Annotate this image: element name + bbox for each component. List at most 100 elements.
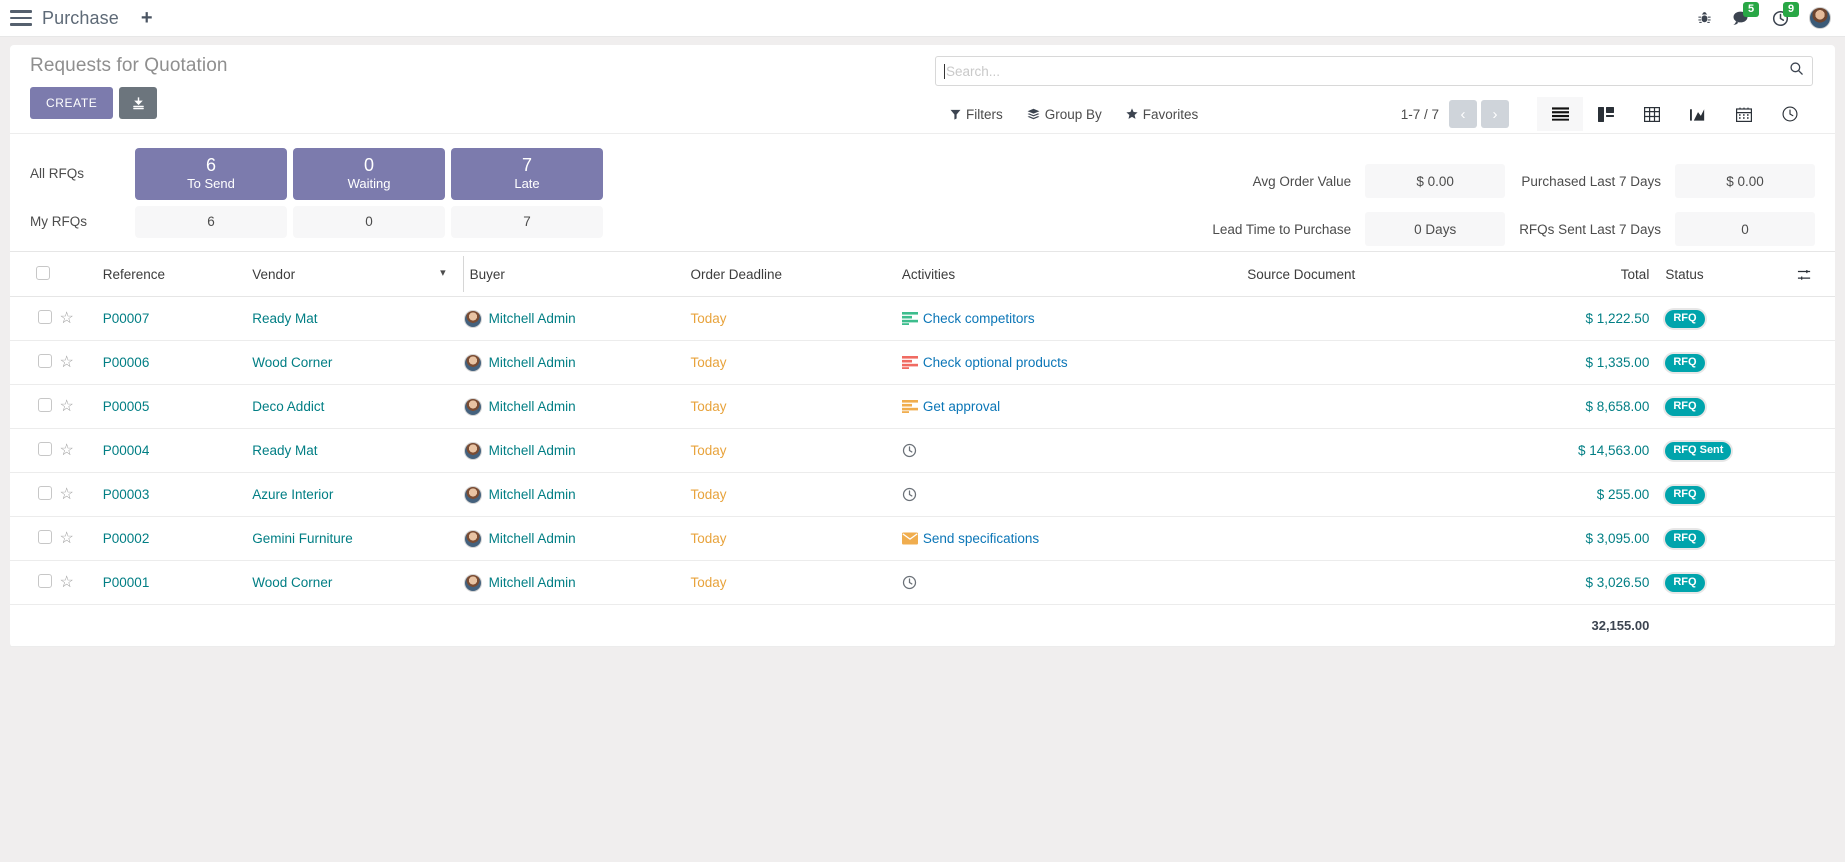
view-graph-button[interactable] [1675,97,1721,131]
view-activity-button[interactable] [1767,97,1813,131]
header-reference[interactable]: Reference [102,251,253,297]
row-checkbox[interactable] [38,354,52,368]
favorite-star-icon[interactable]: ☆ [59,397,74,415]
header-source-document[interactable]: Source Document [1247,251,1531,297]
buyer-name[interactable]: Mitchell Admin [488,443,576,458]
cell-reference[interactable]: P00005 [102,384,253,429]
header-order-deadline[interactable]: Order Deadline [690,251,902,297]
messages-icon[interactable]: 5 [1732,2,1759,26]
table-row[interactable]: ☆ P00004 Ready Mat Mitchell Admin Today [10,428,1835,473]
vendor-link[interactable]: Wood Corner [252,575,333,590]
activity-label[interactable]: Check optional products [922,355,1068,370]
favorites-dropdown[interactable]: Favorites [1126,107,1198,122]
cell-buyer[interactable]: Mitchell Admin [463,296,691,341]
view-pivot-button[interactable] [1629,97,1675,131]
activity-label[interactable]: Check competitors [922,311,1035,326]
reference-link[interactable]: P00004 [102,443,150,458]
favorite-star-icon[interactable]: ☆ [59,529,74,547]
cell-activities[interactable]: Get approval [901,384,1248,429]
activity-label[interactable]: Get approval [922,399,1001,414]
cell-activities[interactable]: Send specifications [901,516,1248,561]
cell-vendor[interactable]: Deco Addict [252,384,464,429]
buyer-name[interactable]: Mitchell Admin [488,399,576,414]
search-icon[interactable] [1789,61,1804,81]
row-checkbox[interactable] [38,574,52,588]
cell-vendor[interactable]: Gemini Furniture [252,516,464,561]
row-checkbox[interactable] [38,486,52,500]
bug-icon[interactable] [1697,11,1712,26]
cell-reference[interactable]: P00006 [102,340,253,385]
cell-vendor[interactable]: Wood Corner [252,560,464,605]
buyer-name[interactable]: Mitchell Admin [488,487,576,502]
favorite-star-icon[interactable]: ☆ [59,353,74,371]
reference-link[interactable]: P00005 [102,399,150,414]
chevron-down-icon[interactable]: ▾ [440,267,446,279]
cell-vendor[interactable]: Ready Mat [252,428,464,473]
cell-activities[interactable] [901,560,1248,605]
user-avatar[interactable] [1809,7,1831,29]
favorite-star-icon[interactable]: ☆ [59,309,74,327]
row-checkbox[interactable] [38,530,52,544]
table-row[interactable]: ☆ P00005 Deco Addict Mitchell Admin Toda… [10,384,1835,429]
tile-late[interactable]: 7 Late [451,147,603,200]
hamburger-icon[interactable] [10,8,32,28]
add-new-icon[interactable]: + [140,7,153,29]
cell-reference[interactable]: P00004 [102,428,253,473]
table-row[interactable]: ☆ P00007 Ready Mat Mitchell Admin Today [10,296,1835,341]
select-all-checkbox[interactable] [36,266,50,280]
cell-buyer[interactable]: Mitchell Admin [463,428,691,473]
cell-activities[interactable] [901,428,1248,473]
clock-icon[interactable] [902,487,917,502]
create-button[interactable]: CREATE [30,87,114,119]
header-total[interactable]: Total [1530,251,1650,297]
vendor-link[interactable]: Ready Mat [252,443,318,458]
row-checkbox[interactable] [38,442,52,456]
reference-link[interactable]: P00001 [102,575,150,590]
view-calendar-button[interactable] [1721,97,1767,131]
table-row[interactable]: ☆ P00006 Wood Corner Mitchell Admin Toda… [10,340,1835,385]
header-optional-columns[interactable] [1773,251,1835,297]
column-resize-handle[interactable] [462,256,464,292]
cell-buyer[interactable]: Mitchell Admin [463,560,691,605]
cell-activities[interactable]: Check optional products [901,340,1248,385]
clock-icon[interactable] [902,575,917,590]
cell-vendor[interactable]: Azure Interior [252,472,464,517]
clock-icon[interactable] [902,443,917,458]
app-title[interactable]: Purchase [42,7,119,28]
pager-prev-button[interactable]: ‹ [1449,100,1477,128]
buyer-name[interactable]: Mitchell Admin [488,355,576,370]
reference-link[interactable]: P00002 [102,531,150,546]
tile-my-to-send[interactable]: 6 [135,205,287,238]
cell-vendor[interactable]: Wood Corner [252,340,464,385]
column-settings-icon[interactable] [1773,268,1835,282]
activity-label[interactable]: Send specifications [922,531,1040,546]
vendor-link[interactable]: Ready Mat [252,311,318,326]
vendor-link[interactable]: Azure Interior [252,487,334,502]
vendor-link[interactable]: Gemini Furniture [252,531,353,546]
tile-to-send[interactable]: 6 To Send [135,147,287,200]
table-row[interactable]: ☆ P00002 Gemini Furniture Mitchell Admin… [10,516,1835,561]
header-buyer[interactable]: Buyer [463,251,691,297]
groupby-dropdown[interactable]: Group By [1027,107,1102,122]
cell-vendor[interactable]: Ready Mat [252,296,464,341]
tile-my-late[interactable]: 7 [451,205,603,238]
cell-activities[interactable] [901,472,1248,517]
header-activities[interactable]: Activities [901,251,1248,297]
vendor-link[interactable]: Wood Corner [252,355,333,370]
cell-buyer[interactable]: Mitchell Admin [463,384,691,429]
header-vendor[interactable]: Vendor ▾ [252,251,464,297]
buyer-name[interactable]: Mitchell Admin [488,531,576,546]
row-checkbox[interactable] [38,398,52,412]
reference-link[interactable]: P00006 [102,355,150,370]
table-row[interactable]: ☆ P00001 Wood Corner Mitchell Admin Toda… [10,560,1835,605]
cell-buyer[interactable]: Mitchell Admin [463,340,691,385]
cell-reference[interactable]: P00003 [102,472,253,517]
tile-my-waiting[interactable]: 0 [293,205,445,238]
table-row[interactable]: ☆ P00003 Azure Interior Mitchell Admin T… [10,472,1835,517]
favorite-star-icon[interactable]: ☆ [59,485,74,503]
buyer-name[interactable]: Mitchell Admin [488,311,576,326]
cell-reference[interactable]: P00007 [102,296,253,341]
view-list-button[interactable] [1537,97,1583,131]
favorite-star-icon[interactable]: ☆ [59,441,74,459]
reference-link[interactable]: P00003 [102,487,150,502]
